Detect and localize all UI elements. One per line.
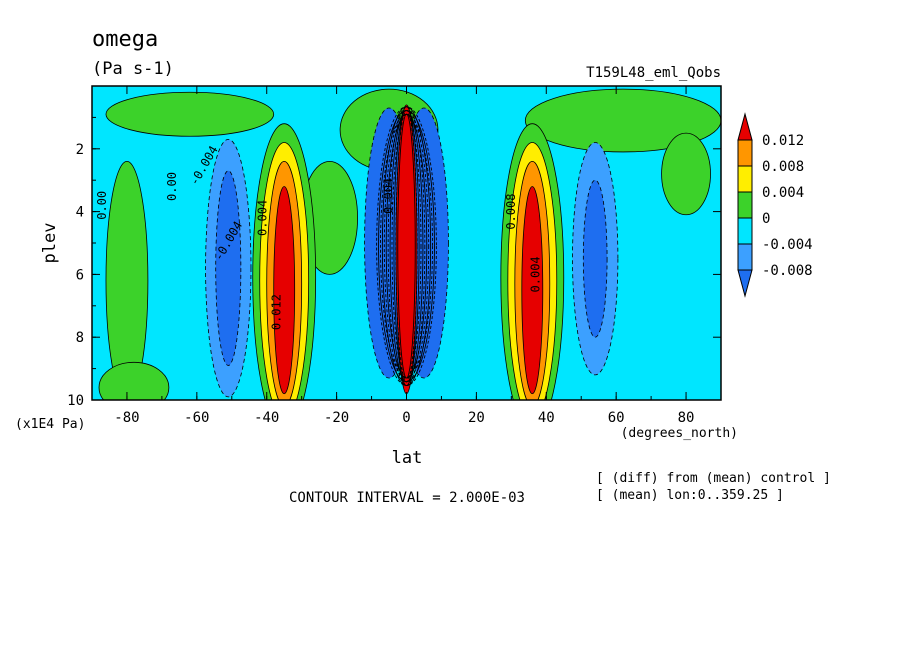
colorbar-swatch [737, 217, 753, 245]
equatorial-contour-line [380, 113, 433, 379]
colorbar-label: 0.012 [762, 133, 804, 149]
y-tick-label: 2 [76, 142, 84, 158]
x-axis-label: lat [392, 448, 423, 468]
run-label: T159L48_eml_Qobs [586, 65, 721, 81]
region-positive-nh-polar [661, 132, 711, 216]
colorbar-label: -0.008 [762, 263, 813, 279]
x-tick-label: -80 [114, 410, 139, 426]
region-positive-nh-top [524, 88, 721, 153]
note-mean: [ (mean) lon:0..359.25 ] [596, 488, 784, 503]
x-tick-label: -20 [324, 410, 349, 426]
x-tick-label: -40 [254, 410, 279, 426]
y-tick-label: 4 [76, 205, 84, 221]
x-tick-label: 80 [678, 410, 695, 426]
colorbar-swatch [737, 243, 753, 271]
colorbar-arrow-bottom [737, 269, 753, 298]
contour-label: 0.008 [504, 194, 518, 230]
chart-units: (Pa s-1) [92, 59, 174, 79]
contour-interval: CONTOUR INTERVAL = 2.000E-03 [289, 490, 525, 506]
region-negative-sh-core [215, 170, 242, 366]
x-tick-label: 0 [402, 410, 410, 426]
colorbar-swatch [737, 191, 753, 219]
chart-title: omega [92, 27, 158, 52]
region-positive-sh-jet-012 [273, 186, 296, 395]
contour-label: 0.012 [270, 294, 284, 330]
x-tick-label: 60 [608, 410, 625, 426]
x-axis: -80 -60 -40 -20 0 20 40 60 80 [91, 86, 722, 426]
x-axis-units: (degrees_north) [621, 426, 738, 441]
x-tick-label: -60 [184, 410, 209, 426]
x-tick-label: 20 [468, 410, 485, 426]
y-tick-label: 6 [76, 267, 84, 283]
colorbar-swatch [737, 165, 753, 193]
region-positive-sh-top [105, 91, 275, 137]
contour-label: 0.00 [165, 172, 179, 201]
contour-label: 0.004 [528, 256, 542, 292]
y-axis: 2 4 6 8 10 [67, 116, 721, 409]
region-positive-nh-jet-012 [521, 186, 544, 395]
colorbar-label: 0.004 [762, 185, 804, 201]
colorbar-arrow-top [737, 112, 753, 141]
colorbar-label: -0.004 [762, 237, 813, 253]
colorbar-label: 0.008 [762, 159, 804, 175]
note-diff: [ (diff) from (mean) control ] [596, 471, 831, 486]
y-tick-label: 10 [67, 393, 84, 409]
colorbar: 0.012 0.008 0.004 0 -0.004 -0.008 [737, 112, 813, 298]
equatorial-contour-line [376, 106, 437, 387]
equatorial-contour-line [378, 110, 435, 383]
y-axis-label: plev [40, 223, 60, 264]
contour-fields [98, 88, 721, 400]
contour-label: 0.004 [382, 178, 396, 214]
region-positive-sh-surface [98, 361, 170, 400]
contour-label: 0.004 [256, 200, 270, 236]
x-tick-label: 40 [538, 410, 555, 426]
colorbar-label: 0 [762, 211, 770, 227]
y-axis-units: (x1E4 Pa) [15, 417, 85, 432]
region-negative-nh-core [582, 179, 608, 338]
colorbar-swatch [737, 139, 753, 167]
contour-label: 0.00 [95, 191, 109, 220]
y-tick-label: 8 [76, 330, 84, 346]
